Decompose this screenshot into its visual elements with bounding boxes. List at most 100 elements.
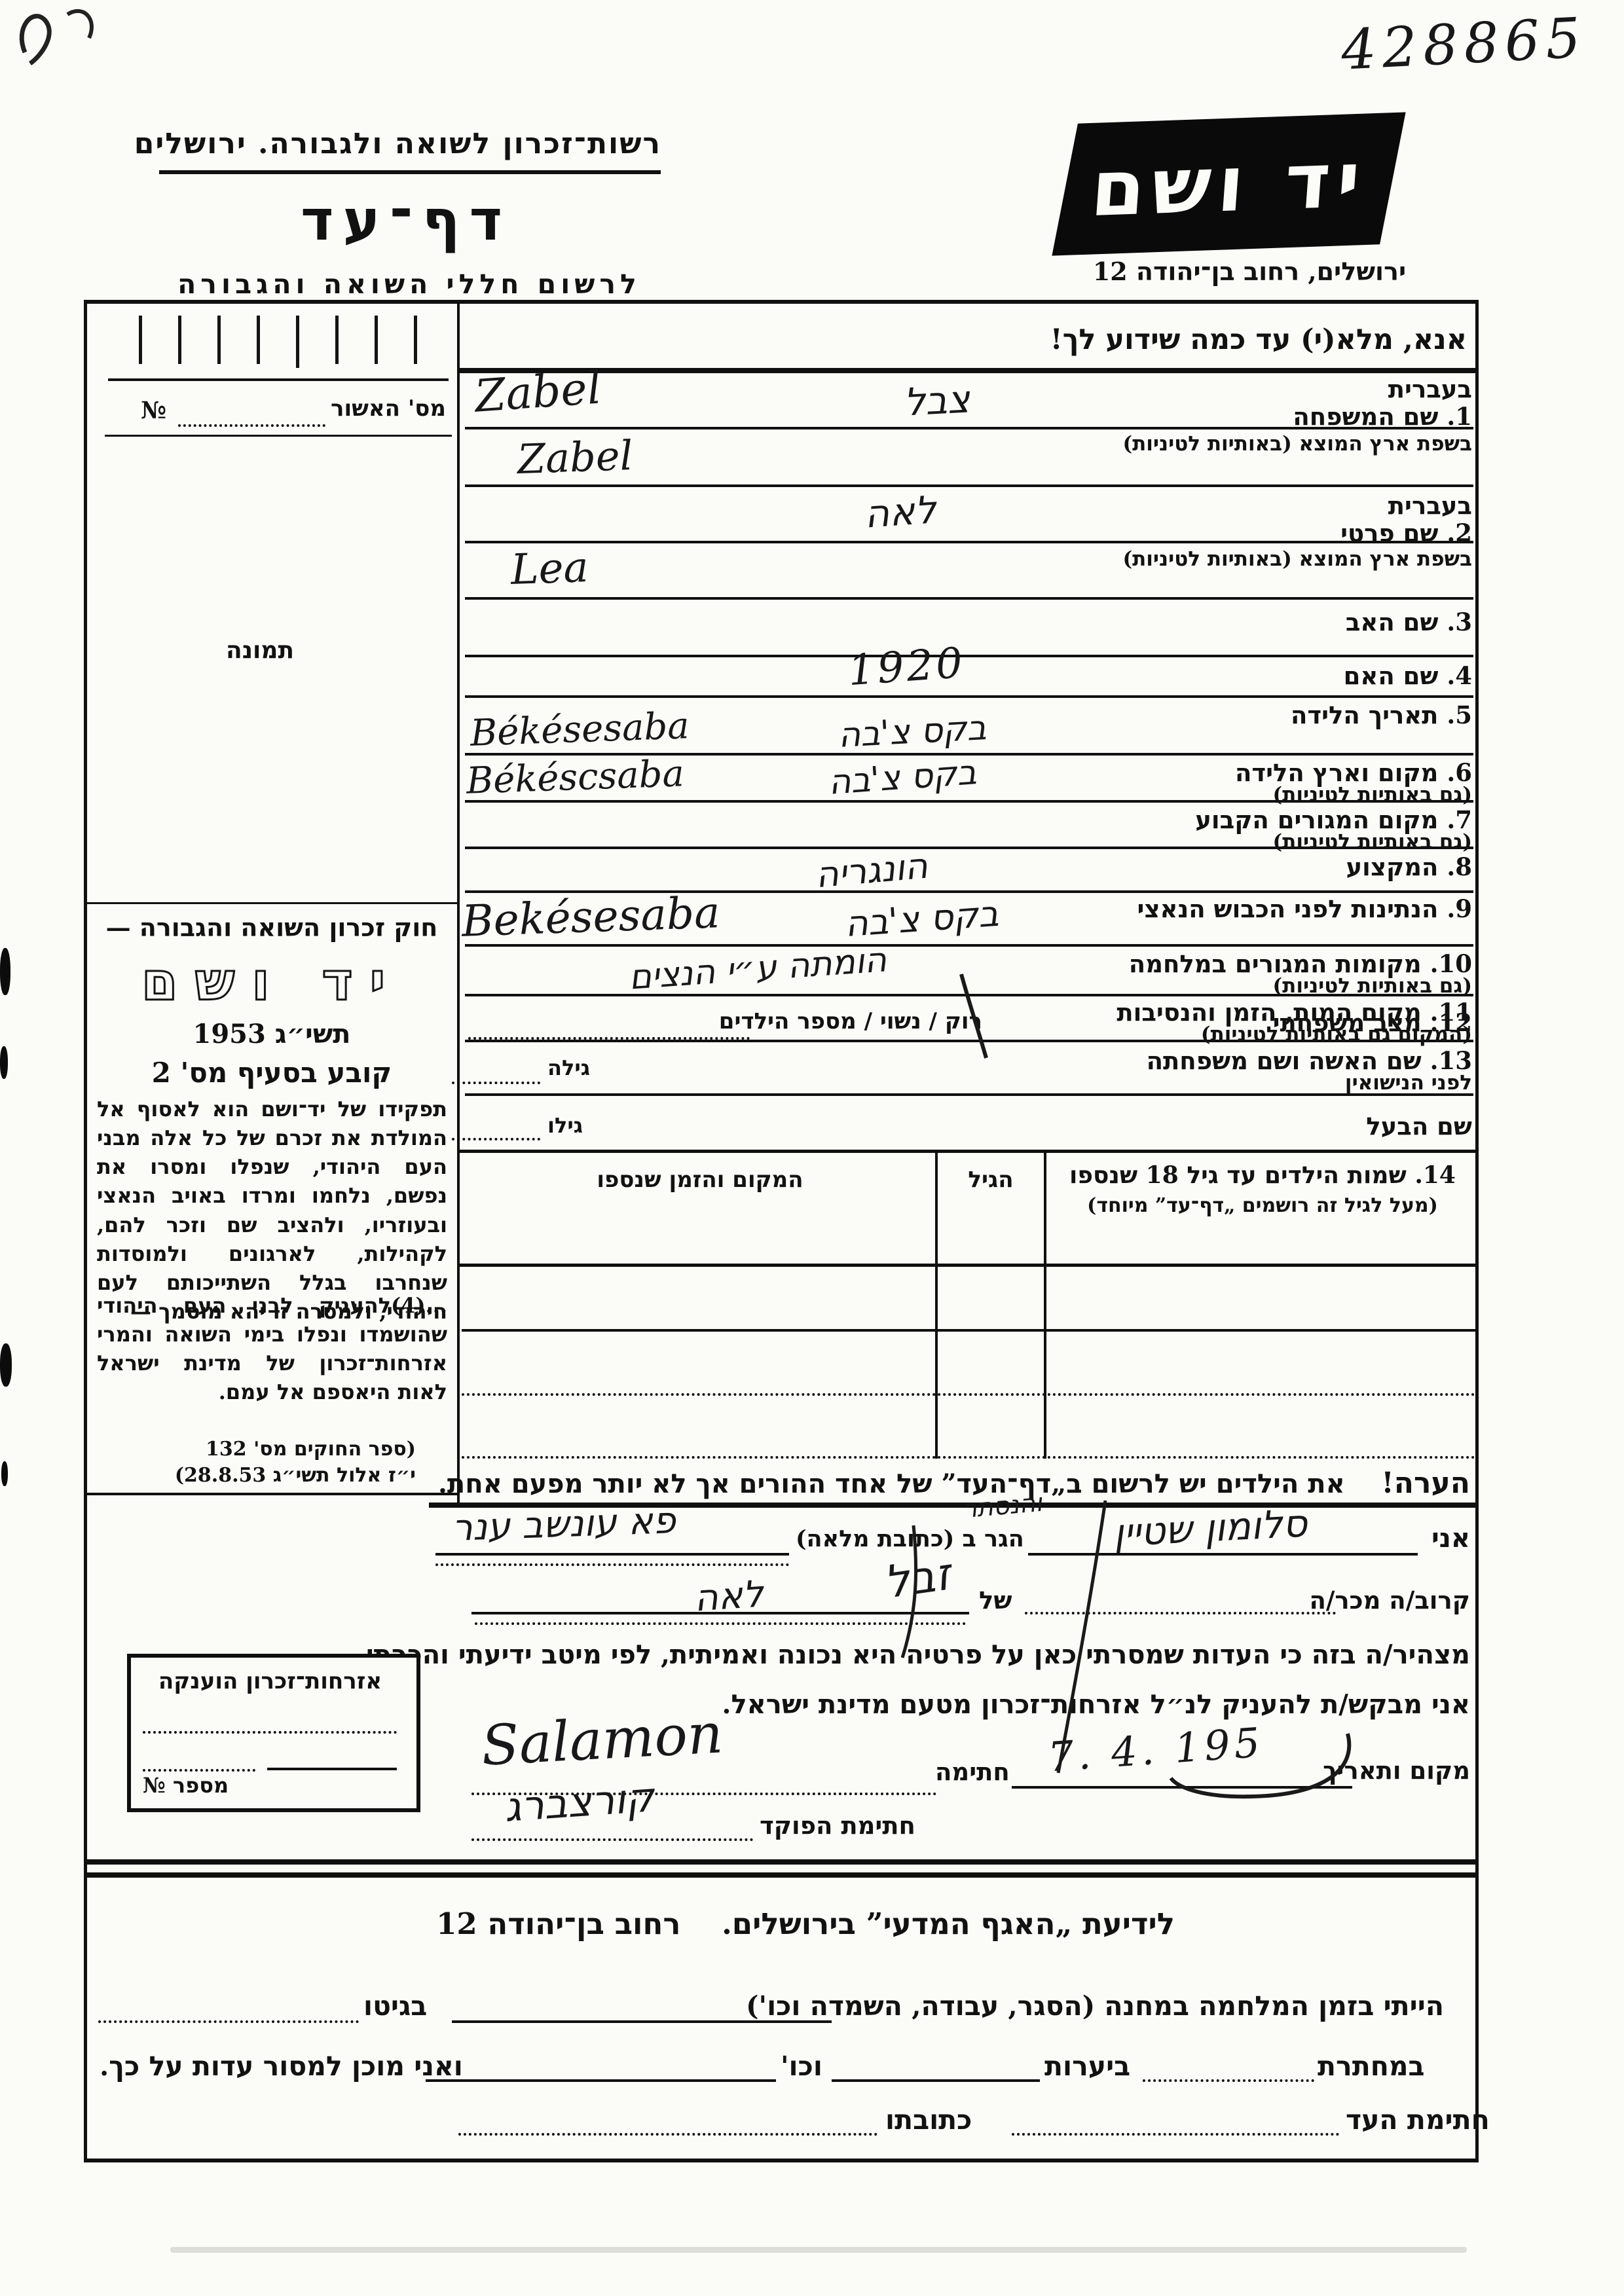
row-line — [465, 847, 1473, 849]
wartime-residence-hebrew-handwritten: בקס צ'בה — [843, 892, 1001, 945]
grant-box-line-1 — [143, 1731, 397, 1734]
row-line — [465, 944, 1473, 947]
grant-box-line-2a — [143, 1769, 255, 1772]
relation-of-label: של — [979, 1586, 1012, 1614]
age-his-line — [452, 1138, 540, 1140]
field-1-sub-label: בשפת ארץ המוצא (באותיות לטיניות) — [1122, 432, 1472, 456]
bottom-address-label: כתובתו — [885, 2104, 972, 2136]
field-2-label: 2. שם פרטי — [1340, 519, 1472, 547]
field-1-label: 1. שם המשפחה — [1293, 402, 1472, 431]
deceased-surname-handwritten: זבל — [880, 1548, 954, 1609]
form-title: דף־עד — [300, 187, 512, 253]
field-12-label: 12. מצב משפחתי — [1272, 1008, 1472, 1037]
law-section: קובע בסעיף מס' 2 — [151, 1057, 392, 1089]
grant-box-number-label: מספר № — [143, 1773, 229, 1798]
field-7-label: 7. מקום המגורים הקבוע — [1195, 805, 1472, 834]
approval-underline — [105, 435, 452, 437]
bottom-ready-to-testify: ואני מוכן למסור עדות על כך. — [100, 2050, 463, 2082]
bottom-line1-fill — [452, 2020, 832, 2023]
note-bottom-rule — [429, 1503, 1477, 1508]
residence-hebrew-handwritten: בקס צ'בה — [827, 753, 978, 803]
children-row-line-dotted — [462, 1393, 1475, 1396]
corner-scribble — [19, 9, 94, 65]
bottom-ghetto-label: בגיטו — [363, 1990, 428, 2022]
children-col-place-header: המקום והזמן שנספו — [597, 1167, 803, 1193]
field-4-label: 4. שם האם — [1343, 661, 1472, 690]
bottom-line1-text: הייתי בזמן המלחמה במחנה (הסגר, עבודה, הש… — [746, 1990, 1444, 2022]
scan-smudge — [170, 2247, 1467, 2253]
field-11-sub-label: (המקום גם באותיות לטיניות) — [1200, 1023, 1472, 1046]
note-text: את הילדים יש לרשום ב„דף־העד” של אחד ההור… — [437, 1468, 1345, 1499]
scan-edge-artifact — [0, 948, 10, 995]
section-separator-1 — [84, 1859, 1479, 1865]
children-header-bottom — [458, 1264, 1477, 1267]
firstname-hebrew-handwritten: לאה — [862, 487, 938, 537]
row-line — [465, 1093, 1473, 1096]
form-border-top — [84, 300, 1479, 304]
approval-number-label: מס' האשור — [331, 395, 446, 422]
form-border-left — [84, 300, 87, 2162]
nationality-handwritten: הונגריה — [813, 845, 930, 896]
row-line — [465, 484, 1473, 487]
deceased-line — [471, 1612, 969, 1614]
field-6-label: 6. מקום וארץ הלידה — [1234, 758, 1472, 787]
surname-latin-handwritten: Zabel — [473, 362, 603, 423]
row-line — [465, 753, 1473, 756]
address-underline-dotted — [435, 1563, 789, 1566]
children-field-sub-label: (מעל לגיל זה רושמים „דף־עד” מיוחד) — [1087, 1194, 1438, 1217]
age-her-line — [452, 1082, 540, 1084]
name-underline — [1028, 1553, 1418, 1556]
row-line — [465, 800, 1473, 803]
request-statement: אני מבקש/ת להעניק לנ״ל אזרחות־זכרון מטעם… — [722, 1689, 1470, 1720]
law-title: חוק זכרון השואה והגבורה — — [105, 913, 438, 942]
bottom-underground-fill — [1143, 2079, 1314, 2082]
surname-hebrew-handwritten: צבל — [902, 376, 971, 425]
law-year: תשי״ג 1953 — [193, 1019, 351, 1049]
scan-edge-artifact — [0, 1046, 8, 1079]
children-table-vline-age-left — [935, 1150, 938, 1459]
birth-year-handwritten: 1920 — [846, 638, 967, 696]
law-box-top — [87, 902, 457, 904]
bottom-witness-signature-fill — [1012, 2133, 1339, 2136]
clerk-signature-line-dotted — [471, 1838, 753, 1841]
age-her-label: גילה — [547, 1055, 591, 1080]
field-8-label: 8. המקצוע — [1346, 852, 1472, 881]
children-row-line — [462, 1329, 1475, 1332]
form-border-right — [1475, 300, 1479, 2162]
grant-box-line-2b — [267, 1768, 397, 1770]
field-2-sub-label: בשפת ארץ המוצא (באותיות לטיניות) — [1122, 547, 1472, 571]
bottom-ghetto-fill — [98, 2020, 359, 2023]
approval-number-line — [178, 424, 325, 427]
bottom-etc-label: וכו' — [781, 2050, 822, 2082]
residence-latin-handwritten: Békéscsaba — [465, 752, 685, 803]
children-table-vline-age-right — [1044, 1150, 1046, 1459]
row-line — [465, 890, 1473, 893]
tally-mark — [296, 316, 299, 368]
fields-top-rule — [458, 368, 1475, 373]
note-line: הערה! את הילדים יש לרשום ב„דף־העד” של אח… — [438, 1467, 1470, 1500]
row-line — [465, 655, 1473, 657]
birthplace-hebrew-handwritten: בקס צ'בה — [837, 708, 987, 756]
field-1-pre-label: בעברית — [1388, 374, 1472, 403]
scan-edge-artifact — [1, 1461, 8, 1486]
bottom-forests-fill — [832, 2079, 1040, 2082]
address-underline — [435, 1553, 789, 1556]
date-line — [1012, 1786, 1352, 1789]
field-2-pre-label: בעברית — [1388, 491, 1472, 520]
field-13-sub-label: לפני הנישואין — [1344, 1071, 1472, 1095]
marital-status-dotted-line — [468, 1037, 750, 1040]
field-6-sub-label: (גם באותיות לטיניות) — [1272, 783, 1472, 807]
header-rule — [159, 170, 661, 174]
row-line — [465, 427, 1473, 429]
relation-label: קרוב/ה מכר/ה — [1309, 1586, 1470, 1614]
field-3-label: 3. שם האב — [1345, 608, 1472, 636]
marital-status-options: רוק / נשוי / מספר הילדים — [718, 1008, 982, 1034]
bottom-witness-signature-label: חתימת העד — [1346, 2104, 1490, 2136]
field-10-label: 10. מקומות המגורים במלחמה — [1128, 949, 1472, 978]
bottom-section-title: לידיעת „האגף המדעי” בירושלים. רחוב בן־יה… — [436, 1906, 1175, 1941]
photo-label: תמונה — [226, 636, 295, 664]
declare-statement: מצהיר/ה בזה כי העדות שמסרתי כאן על פרטיה… — [356, 1639, 1470, 1670]
firstname-latin-handwritten: Lea — [509, 543, 589, 595]
law-box-bottom — [87, 1493, 457, 1495]
